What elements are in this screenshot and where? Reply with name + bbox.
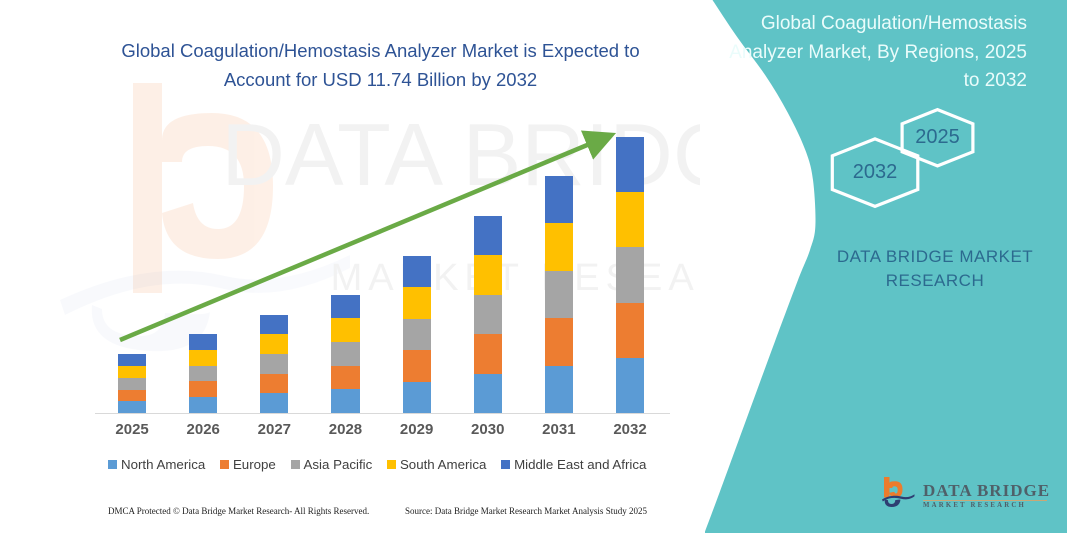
svg-text:2032: 2032	[853, 161, 898, 183]
svg-text:2025: 2025	[915, 126, 960, 148]
